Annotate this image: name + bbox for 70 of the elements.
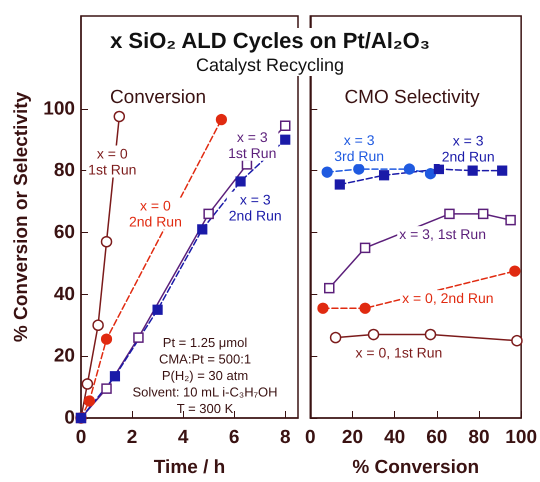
- point: [424, 328, 436, 340]
- series-label: x = 3 2nd Run: [442, 132, 495, 165]
- point: [511, 334, 523, 346]
- point: [360, 242, 370, 254]
- point: [478, 208, 488, 220]
- y-tick-label: 80: [54, 160, 75, 182]
- point: [152, 304, 163, 315]
- x-tick-label: 0: [304, 427, 316, 448]
- point: [505, 214, 516, 226]
- point: [468, 166, 478, 176]
- point: [216, 114, 228, 126]
- point: [497, 166, 508, 176]
- point: [280, 120, 290, 132]
- point: [353, 163, 364, 175]
- point: [101, 383, 112, 394]
- series-label: x = 3 3rd Run: [334, 132, 384, 164]
- x-tick-label: 40: [384, 427, 406, 448]
- point: [334, 179, 345, 190]
- point: [368, 328, 380, 340]
- point: [100, 334, 112, 345]
- x-tick-label: 8: [280, 427, 291, 448]
- y-tick-label: 40: [54, 284, 75, 305]
- point: [280, 134, 290, 145]
- x-tick-label: 80: [468, 427, 490, 448]
- point: [330, 332, 342, 344]
- point: [133, 332, 144, 343]
- point: [235, 176, 246, 187]
- point: [197, 224, 208, 234]
- series-label: x = 0, 2nd Run: [402, 290, 494, 306]
- point: [82, 378, 94, 390]
- x-tick-label: 4: [178, 427, 189, 448]
- x-axis-title: Time / h: [154, 457, 226, 478]
- point: [360, 302, 371, 314]
- series-label: x = 3 2nd Run: [228, 192, 282, 224]
- y-tick-label: 60: [54, 222, 75, 243]
- x-tick-label: 60: [426, 427, 448, 448]
- point: [92, 319, 104, 331]
- point: [110, 371, 120, 382]
- annotation: Conversion: [110, 87, 206, 108]
- point: [114, 110, 126, 122]
- x-tick-label: 20: [342, 427, 364, 448]
- point: [84, 395, 96, 407]
- point: [324, 282, 335, 294]
- y-tick-label: 0: [64, 408, 75, 428]
- text: Catalyst Recycling: [192, 54, 348, 76]
- point: [444, 208, 455, 220]
- y-tick-label: 20: [54, 346, 75, 367]
- series-label: x = 0 1st Run: [88, 146, 136, 178]
- x-tick-label: 100: [505, 427, 537, 448]
- y-tick-label: 100: [43, 98, 75, 120]
- point: [434, 164, 444, 174]
- point: [404, 163, 415, 175]
- x-tick-label: 2: [126, 427, 138, 448]
- point: [509, 266, 520, 277]
- series-label: x = 3, 1st Run: [399, 226, 486, 242]
- point: [317, 302, 329, 314]
- point: [203, 208, 214, 220]
- x-axis-title: % Conversion: [352, 457, 480, 478]
- annotation: Pt = 1.25 μmol CMA:Pt = 500:1 P(H₂) = 30 atm Solvent: 10 mL i-C₃H₇OH T = 300 K: [132, 334, 278, 416]
- point: [424, 168, 436, 180]
- x-tick-label: 6: [228, 427, 240, 448]
- y-axis-title: % Conversion or Selectivity: [11, 91, 32, 342]
- series-label: x = 3 1st Run: [228, 128, 276, 161]
- text: CMO Selectivity: [344, 87, 480, 108]
- series-label: x = 0 2nd Run: [128, 198, 182, 230]
- point: [378, 170, 390, 180]
- point: [100, 236, 112, 248]
- point: [322, 166, 333, 178]
- series-label: x = 0, 1st Run: [356, 344, 442, 361]
- text: x SiO₂ ALD Cycles on Pt/Al₂O₃: [106, 28, 434, 54]
